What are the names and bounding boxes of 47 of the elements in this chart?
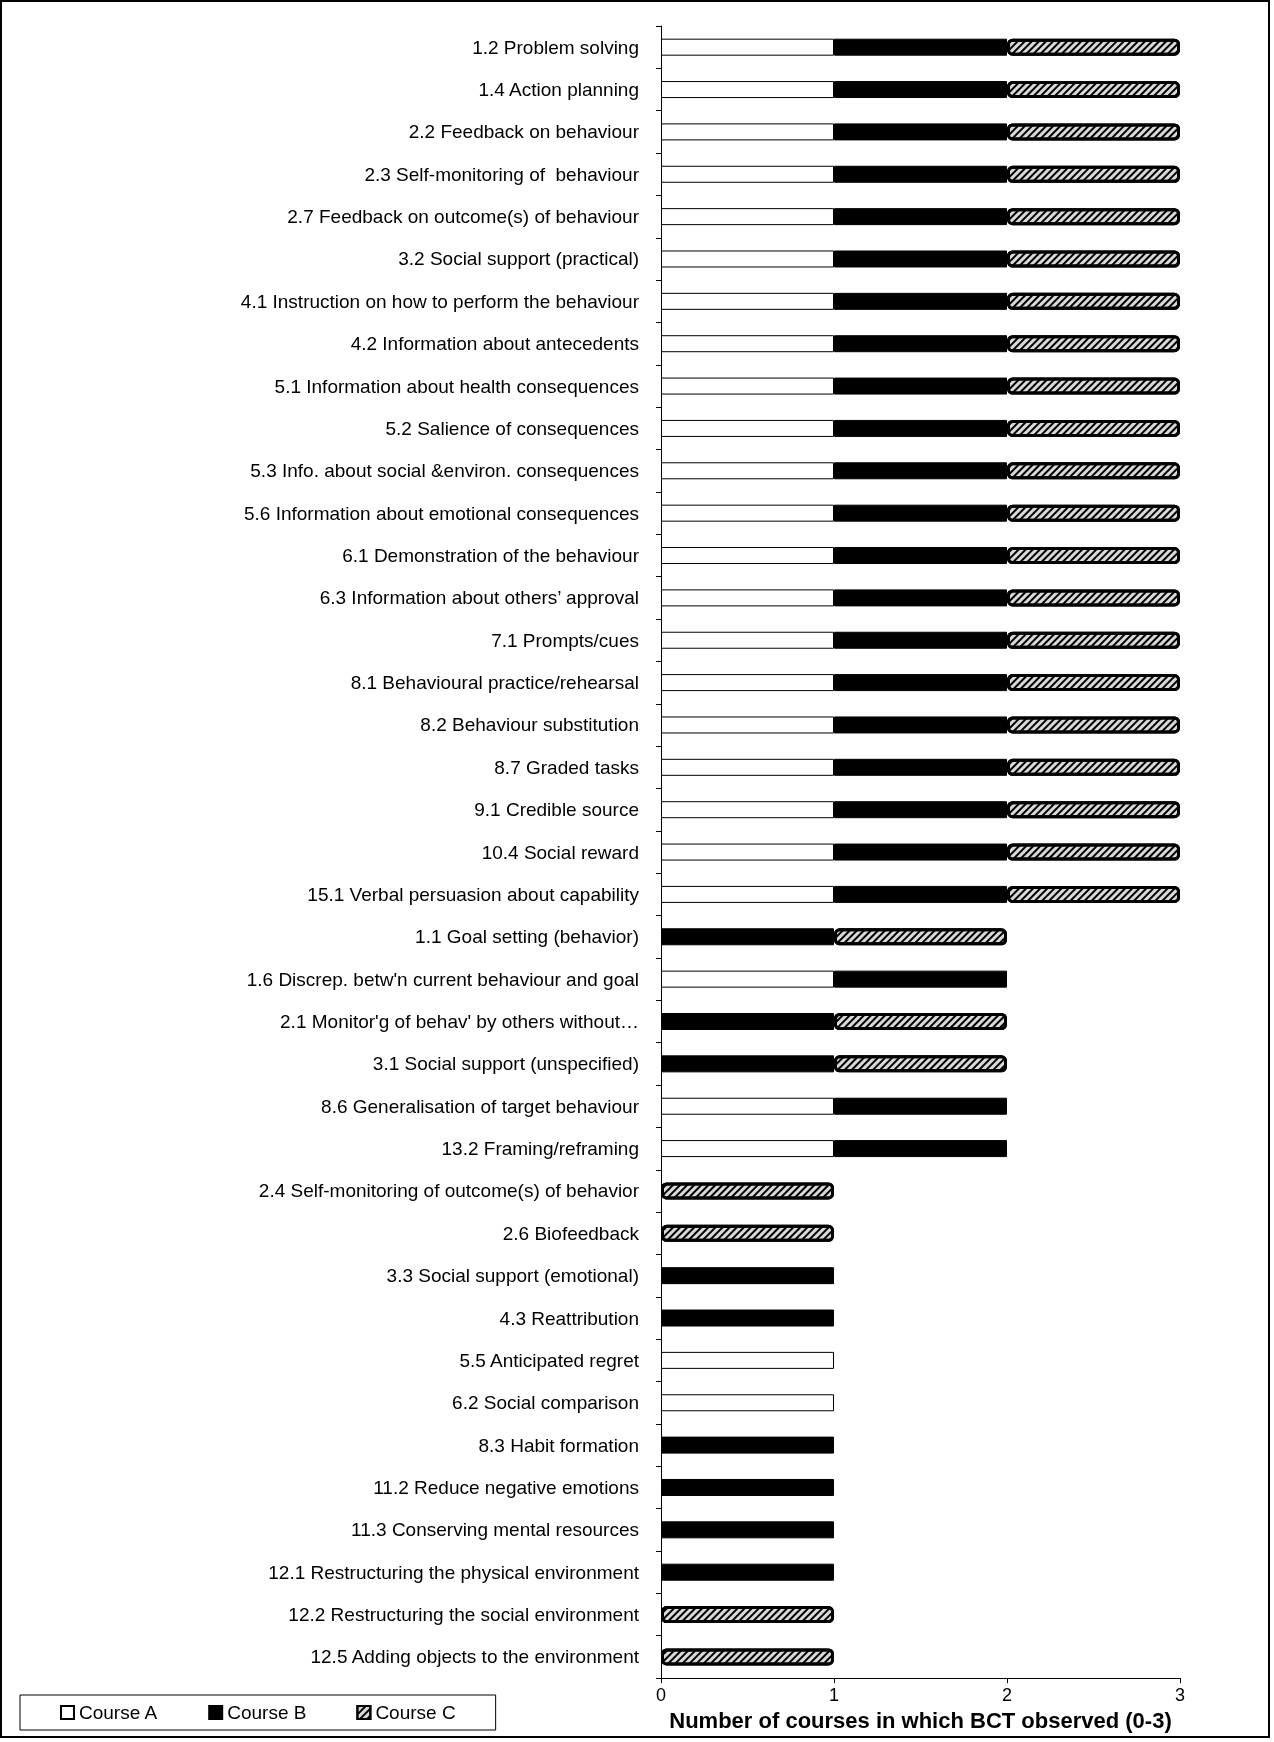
y-tick-label: 5.6 Information about emotional consequences <box>243 502 639 524</box>
y-tick-label: 12.5 Adding objects to the environment <box>310 1646 640 1668</box>
legend-label: Course C <box>375 1702 456 1723</box>
y-tick-label: 2.7 Feedback on outcome(s) of behaviour <box>287 206 640 228</box>
y-tick-label: 8.1 Behavioural practice/rehearsal <box>350 672 639 694</box>
x-tick-label: 3 <box>1174 1685 1186 1706</box>
y-tick-label: 5.3 Info. about social &environ. consequences <box>250 460 639 482</box>
y-tick-label: 15.1 Verbal persuasion about capability <box>307 883 640 905</box>
y-tick-label: 4.2 Information about antecedents <box>350 333 639 355</box>
y-tick-label: 2.4 Self-monitoring of outcome(s) of behavior <box>258 1180 640 1202</box>
y-tick-label: 4.3 Reattribution <box>499 1307 639 1329</box>
y-tick-label: 12.1 Restructuring the physical environment <box>268 1561 640 1583</box>
y-tick-label: 1.2 Problem solving <box>472 36 639 58</box>
y-tick-label: 8.6 Generalisation of target behaviour <box>321 1095 640 1117</box>
legend-label: Course A <box>79 1702 158 1723</box>
x-tick-label: 1 <box>828 1685 840 1706</box>
y-tick-label: 8.7 Graded tasks <box>494 756 639 778</box>
legend-label: Course B <box>227 1702 307 1723</box>
y-tick-label: 5.5 Anticipated regret <box>459 1349 640 1371</box>
y-tick-label: 6.1 Demonstration of the behaviour <box>342 545 640 567</box>
y-tick-label: 3.1 Social support (unspecified) <box>372 1053 639 1075</box>
y-tick-label: 6.2 Social comparison <box>452 1392 639 1414</box>
y-tick-label: 3.3 Social support (emotional) <box>386 1265 639 1287</box>
y-tick-label: 11.3 Conserving mental resources <box>351 1519 639 1541</box>
y-tick-label: 9.1 Credible source <box>474 799 639 821</box>
y-tick-label: 10.4 Social reward <box>481 841 639 863</box>
y-tick-label: 5.2 Salience of consequences <box>385 417 639 439</box>
y-tick-label: 1.6 Discrep. betw'n current behaviour and goal <box>246 968 639 990</box>
y-tick-label: 6.3 Information about others’ approval <box>319 587 639 609</box>
y-tick-label: 2.1 Monitor'g of behav' by others without… <box>280 1011 639 1032</box>
y-tick-label: 11.2 Reduce negative emotions <box>373 1476 639 1498</box>
x-tick-label: 2 <box>1001 1685 1013 1706</box>
y-tick-label: 13.2 Framing/reframing <box>441 1138 639 1160</box>
y-tick-label: 8.2 Behaviour substitution <box>420 714 639 736</box>
y-tick-label: 8.3 Habit formation <box>478 1434 639 1456</box>
y-tick-label: 4.1 Instruction on how to perform the behaviour <box>240 290 640 312</box>
x-tick-label: 0 <box>655 1685 667 1706</box>
y-tick-label: 2.3 Self-monitoring of behaviour <box>364 163 640 185</box>
y-tick-label: 5.1 Information about health consequences <box>274 375 639 397</box>
y-tick-label: 1.4 Action planning <box>478 79 639 101</box>
y-tick-label: 2.6 Biofeedback <box>502 1222 640 1244</box>
y-tick-label: 3.2 Social support (practical) <box>398 248 639 270</box>
y-tick-label: 12.2 Restructuring the social environment <box>288 1604 640 1626</box>
y-tick-label: 1.1 Goal setting (behavior) <box>415 926 639 948</box>
y-tick-label: 2.2 Feedback on behaviour <box>408 121 640 143</box>
x-axis-title: Number of courses in which BCT observed (0-3) <box>669 1707 1172 1733</box>
y-tick-label: 7.1 Prompts/cues <box>491 629 639 651</box>
